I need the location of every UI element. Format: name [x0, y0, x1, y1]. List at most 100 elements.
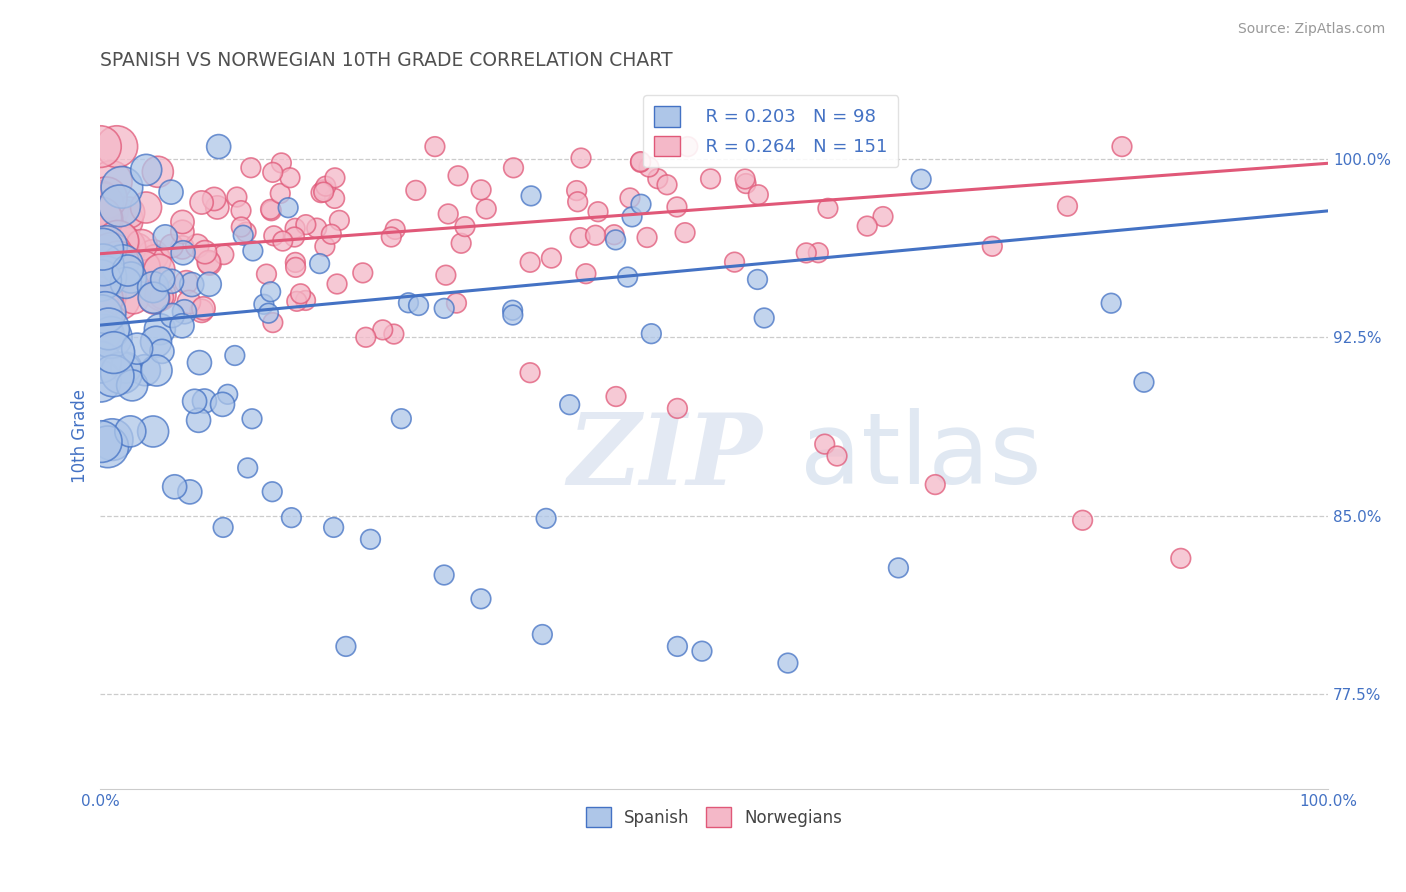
Point	[280, 510, 302, 524]
Point	[91, 254, 114, 268]
Point	[814, 437, 837, 451]
Point	[352, 266, 374, 280]
Text: Source: ZipAtlas.com: Source: ZipAtlas.com	[1237, 22, 1385, 37]
Point	[502, 303, 524, 318]
Point	[665, 200, 688, 214]
Point	[256, 267, 278, 281]
Point	[723, 255, 745, 269]
Point	[149, 322, 172, 336]
Point	[208, 139, 231, 153]
Point	[676, 139, 699, 153]
Point	[450, 236, 472, 251]
Point	[198, 277, 221, 292]
Point	[225, 190, 247, 204]
Point	[211, 397, 233, 411]
Point	[93, 249, 115, 263]
Point	[100, 260, 122, 275]
Point	[96, 191, 118, 205]
Point	[284, 221, 307, 235]
Point	[180, 277, 202, 292]
Point	[1170, 551, 1192, 566]
Point	[103, 345, 125, 359]
Point	[142, 425, 165, 439]
Point	[172, 245, 194, 260]
Point	[398, 295, 420, 310]
Point	[93, 282, 115, 296]
Point	[534, 511, 557, 525]
Point	[170, 318, 193, 333]
Point	[735, 177, 758, 191]
Point	[134, 260, 156, 274]
Point	[110, 366, 132, 380]
Point	[259, 285, 281, 299]
Point	[605, 233, 627, 247]
Point	[115, 276, 138, 290]
Point	[90, 273, 112, 287]
Point	[172, 215, 194, 229]
Point	[605, 390, 627, 404]
Point	[585, 228, 607, 243]
Point	[100, 246, 122, 260]
Point	[111, 213, 134, 227]
Point	[619, 191, 641, 205]
Point	[569, 230, 592, 244]
Point	[470, 591, 492, 606]
Point	[887, 561, 910, 575]
Point	[108, 292, 131, 306]
Point	[260, 203, 283, 218]
Point	[586, 204, 609, 219]
Point	[565, 184, 588, 198]
Point	[127, 342, 149, 356]
Point	[111, 180, 134, 194]
Point	[315, 179, 337, 194]
Point	[111, 239, 134, 253]
Point	[108, 199, 131, 213]
Point	[202, 192, 225, 206]
Point	[262, 316, 284, 330]
Point	[454, 219, 477, 234]
Point	[1111, 139, 1133, 153]
Point	[630, 154, 652, 169]
Point	[91, 292, 114, 306]
Point	[89, 355, 111, 369]
Point	[817, 202, 839, 216]
Point	[115, 360, 138, 375]
Point	[107, 234, 129, 248]
Point	[150, 344, 173, 359]
Point	[101, 433, 124, 447]
Point	[295, 218, 318, 232]
Point	[794, 246, 817, 260]
Point	[232, 228, 254, 243]
Point	[734, 172, 756, 186]
Point	[575, 267, 598, 281]
Point	[259, 202, 281, 217]
Point	[105, 139, 128, 153]
Point	[981, 239, 1004, 253]
Point	[321, 227, 343, 242]
Point	[172, 240, 194, 254]
Point	[134, 363, 156, 377]
Point	[621, 210, 644, 224]
Point	[235, 225, 257, 239]
Point	[91, 258, 114, 272]
Point	[94, 290, 117, 304]
Point	[380, 230, 402, 244]
Point	[309, 186, 332, 200]
Point	[198, 256, 221, 270]
Point	[283, 230, 305, 244]
Point	[97, 440, 120, 454]
Point	[162, 309, 184, 323]
Point	[423, 139, 446, 153]
Point	[747, 187, 769, 202]
Point	[754, 310, 776, 325]
Point	[271, 234, 294, 248]
Point	[160, 274, 183, 288]
Point	[91, 212, 114, 227]
Point	[405, 183, 427, 197]
Point	[603, 227, 626, 242]
Point	[872, 210, 894, 224]
Point	[270, 156, 292, 170]
Point	[90, 434, 112, 449]
Point	[114, 241, 136, 255]
Point	[97, 202, 120, 217]
